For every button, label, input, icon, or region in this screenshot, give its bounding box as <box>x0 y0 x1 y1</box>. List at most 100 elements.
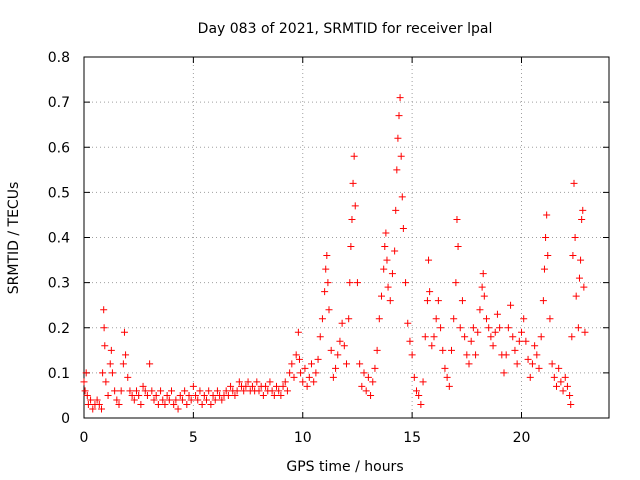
data-point <box>139 382 147 390</box>
data-point <box>406 337 414 345</box>
data-point <box>467 337 475 345</box>
data-point <box>157 387 165 395</box>
data-point <box>445 382 453 390</box>
data-point <box>454 243 462 251</box>
data-point <box>288 360 296 368</box>
data-point <box>570 179 578 187</box>
data-point <box>353 279 361 287</box>
data-point <box>183 400 191 408</box>
data-point <box>297 369 305 377</box>
data-point <box>104 391 112 399</box>
x-tick-label: 10 <box>294 430 312 446</box>
data-point <box>360 369 368 377</box>
data-point <box>233 387 241 395</box>
data-point <box>200 391 208 399</box>
y-tick-label: 0.4 <box>48 231 70 247</box>
data-point <box>323 252 331 260</box>
data-point <box>448 346 455 354</box>
data-point <box>294 328 302 336</box>
data-point <box>461 333 469 341</box>
data-point <box>99 369 107 377</box>
data-point <box>224 391 232 399</box>
data-point <box>380 265 388 273</box>
data-point <box>483 315 490 323</box>
data-point <box>161 400 169 408</box>
data-point <box>308 360 315 368</box>
data-point <box>417 400 425 408</box>
y-axis-label: SRMTID / TECUs <box>6 182 22 295</box>
data-point <box>404 319 412 327</box>
data-point <box>262 382 270 390</box>
data-point <box>408 351 416 359</box>
data-point <box>107 346 115 354</box>
data-point <box>338 319 346 327</box>
data-point <box>316 333 324 341</box>
data-point <box>314 355 322 363</box>
data-point <box>369 378 377 386</box>
data-point <box>321 288 329 296</box>
data-point <box>327 346 335 354</box>
data-point <box>347 243 355 251</box>
data-point <box>310 378 318 386</box>
data-point <box>154 400 162 408</box>
data-point <box>235 378 243 386</box>
axis-ticks <box>83 56 609 419</box>
data-point <box>196 387 204 395</box>
data-point <box>325 306 333 314</box>
data-point <box>421 333 429 341</box>
data-point <box>170 400 178 408</box>
data-point <box>168 387 175 395</box>
data-point <box>98 405 105 413</box>
data-point <box>413 387 420 395</box>
data-point <box>520 315 528 323</box>
data-point <box>577 256 585 264</box>
data-point <box>340 342 348 350</box>
data-point <box>259 391 267 399</box>
data-point <box>382 229 390 237</box>
data-point <box>137 400 145 408</box>
data-point <box>299 378 307 386</box>
data-point <box>402 279 410 287</box>
x-axis-label: GPS time / hours <box>286 459 403 475</box>
data-point <box>128 391 136 399</box>
data-point <box>386 297 394 305</box>
data-point <box>559 387 567 395</box>
data-point <box>211 396 219 404</box>
data-point <box>205 387 213 395</box>
data-point <box>443 373 451 381</box>
data-point <box>476 306 484 314</box>
data-point <box>489 342 497 350</box>
y-tick-label: 0.8 <box>48 50 70 66</box>
data-point <box>571 234 579 241</box>
data-point <box>452 279 460 287</box>
data-point <box>343 360 350 368</box>
data-point <box>553 382 560 390</box>
data-point <box>478 283 486 291</box>
data-point <box>295 355 303 363</box>
data-point <box>535 364 543 372</box>
data-point <box>135 391 143 399</box>
data-point <box>533 351 541 359</box>
data-point <box>474 328 482 336</box>
data-point <box>301 364 309 372</box>
data-point <box>450 315 458 323</box>
data-point <box>120 328 128 336</box>
data-point <box>268 387 276 395</box>
data-point <box>240 387 248 395</box>
y-tick-label: 0 <box>61 411 70 427</box>
data-point <box>526 373 534 381</box>
y-tick-label: 0.5 <box>48 185 70 201</box>
data-point <box>419 378 427 386</box>
data-point <box>504 324 512 332</box>
data-point <box>283 387 291 395</box>
data-point <box>203 396 210 404</box>
data-point <box>391 247 399 255</box>
data-point <box>364 373 372 381</box>
data-point <box>381 243 389 251</box>
data-point <box>493 310 501 318</box>
data-point <box>178 396 186 404</box>
data-point <box>209 391 217 399</box>
data-point <box>146 360 154 368</box>
data-point <box>329 373 337 381</box>
